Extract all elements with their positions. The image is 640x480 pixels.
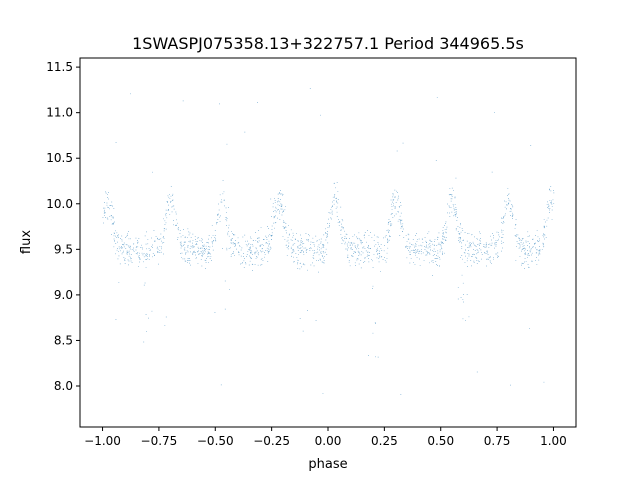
- x-tick-label: −0.50: [197, 434, 234, 448]
- x-tick-label: 0.00: [315, 434, 342, 448]
- y-tick-label: 10.0: [46, 197, 73, 211]
- x-tick-label: 0.50: [427, 434, 454, 448]
- chart-title: 1SWASPJ075358.13+322757.1 Period 344965.…: [132, 34, 524, 53]
- scatter-points: [102, 88, 555, 395]
- x-tick-label: 0.25: [371, 434, 398, 448]
- y-tick-label: 10.5: [46, 151, 73, 165]
- y-tick-label: 9.5: [54, 242, 73, 256]
- y-tick-label: 8.5: [54, 333, 73, 347]
- x-tick-label: 0.75: [484, 434, 511, 448]
- series-points: [102, 88, 555, 395]
- y-axis-label: flux: [19, 230, 34, 254]
- x-axis-ticks: −1.00 −0.75 −0.50 −0.25 0.00 0.25 0.50 0.75 1.00: [84, 427, 567, 448]
- y-tick-label: 11.0: [46, 106, 73, 120]
- y-tick-label: 9.0: [54, 288, 73, 302]
- x-tick-label: −0.75: [141, 434, 178, 448]
- x-tick-label: −1.00: [84, 434, 121, 448]
- x-tick-label: −0.25: [253, 434, 290, 448]
- x-axis-label: phase: [308, 457, 347, 472]
- y-axis-ticks: 8.0 8.5 9.0 9.5 10.0 10.5 11.0 11.5: [46, 60, 80, 393]
- y-tick-label: 11.5: [46, 60, 73, 74]
- y-tick-label: 8.0: [54, 379, 73, 393]
- x-tick-label: 1.00: [540, 434, 567, 448]
